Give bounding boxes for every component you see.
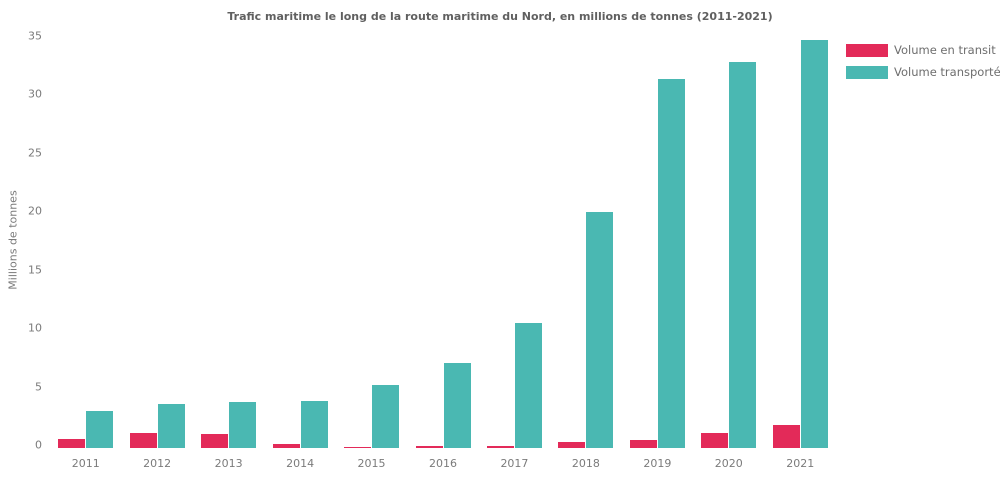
bar-transit-2019 [629, 439, 657, 448]
bar-transporte-2015 [372, 384, 400, 448]
bar-transit-2012 [129, 432, 157, 448]
y-tick-20: 20 [28, 204, 42, 218]
bar-transit-2018 [558, 442, 586, 448]
y-tick-0: 0 [35, 438, 42, 452]
bar-transporte-2020 [729, 61, 757, 448]
bar-transporte-2016 [443, 362, 471, 448]
legend-label-transporte: Volume transporté [894, 65, 1000, 79]
bar-transporte-2017 [514, 322, 542, 448]
bar-transporte-2019 [657, 79, 685, 448]
bar-transit-2013 [201, 433, 229, 448]
bar-transporte-2013 [229, 402, 257, 448]
bar-transit-2016 [415, 445, 443, 448]
chart-title: Trafic maritime le long de la route mari… [227, 10, 773, 23]
x-tick-2017: 2017 [500, 457, 529, 470]
x-tick-2012: 2012 [143, 457, 172, 470]
bar-transit-2020 [701, 432, 729, 448]
x-tick-2021: 2021 [786, 457, 815, 470]
legend-swatch-transporte [846, 66, 888, 79]
x-tick-2016: 2016 [428, 457, 457, 470]
x-tick-2013: 2013 [214, 457, 243, 470]
bar-transporte-2012 [157, 403, 185, 448]
legend-item-transporte: Volume transporté [846, 66, 1000, 79]
legend-item-transit: Volume en transit [846, 44, 1000, 57]
y-tick-15: 15 [28, 263, 42, 276]
y-tick-35: 35 [28, 29, 42, 42]
y-tick-10: 10 [28, 321, 42, 335]
bar-transporte-2018 [586, 211, 614, 448]
y-tick-30: 30 [28, 87, 42, 101]
y-tick-25: 25 [28, 146, 42, 159]
x-tick-2018: 2018 [571, 457, 600, 470]
legend: Volume en transit Volume transporté [846, 44, 1000, 88]
bar-transit-2014 [272, 444, 300, 448]
x-tick-2011: 2011 [71, 457, 100, 470]
x-tick-2014: 2014 [286, 457, 315, 470]
bar-transporte-2021 [800, 39, 828, 448]
legend-swatch-transit [846, 44, 888, 57]
bar-transporte-2011 [86, 410, 114, 448]
x-tick-2015: 2015 [357, 457, 386, 470]
bar-transit-2011 [58, 438, 86, 448]
bar-transit-2017 [486, 445, 514, 448]
x-tick-2019: 2019 [643, 457, 672, 470]
bar-transit-2015 [344, 446, 372, 448]
legend-label-transit: Volume en transit [894, 43, 996, 57]
y-tick-5: 5 [35, 380, 42, 393]
bar-transit-2021 [772, 424, 800, 448]
bar-transporte-2014 [300, 401, 328, 448]
x-tick-2020: 2020 [714, 457, 743, 470]
